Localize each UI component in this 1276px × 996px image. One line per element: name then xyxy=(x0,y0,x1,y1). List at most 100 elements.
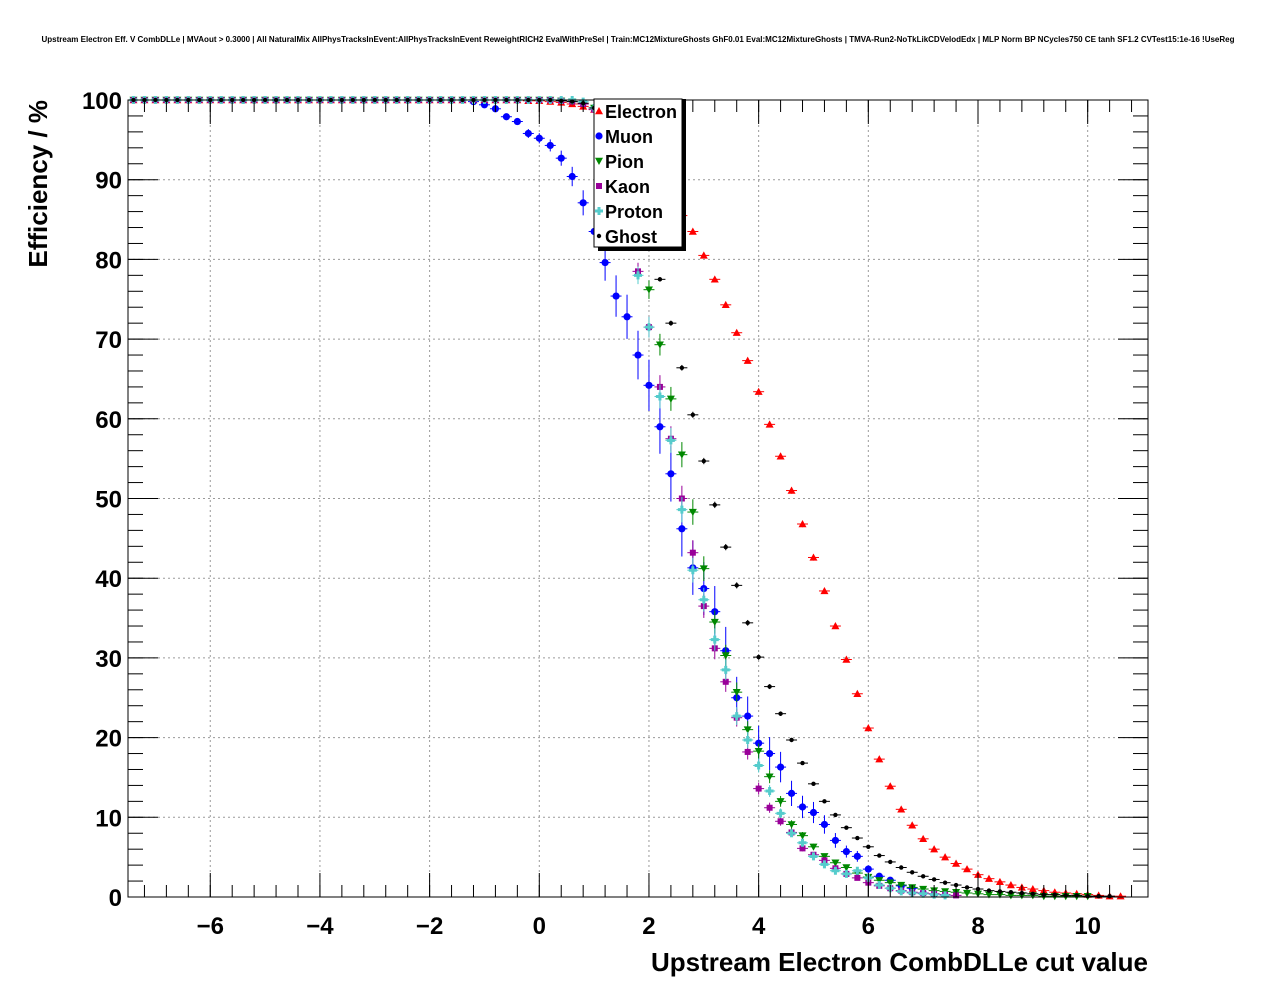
data-point xyxy=(809,808,818,817)
data-point xyxy=(743,735,752,744)
data-point xyxy=(1116,892,1125,900)
data-point xyxy=(842,864,851,872)
data-point xyxy=(634,351,642,359)
data-point xyxy=(831,836,840,845)
data-point xyxy=(743,726,752,734)
chart-title: Upstream Electron Eff. V CombDLLe | MVAo… xyxy=(41,35,1235,44)
data-point xyxy=(732,328,741,336)
x-tick-label: −6 xyxy=(197,913,224,940)
data-point xyxy=(776,798,785,806)
data-point xyxy=(1008,890,1014,895)
data-point xyxy=(657,277,663,282)
data-point xyxy=(722,678,729,685)
legend-label: Pion xyxy=(605,152,644,172)
y-axis-label: Efficiency / % xyxy=(23,100,53,268)
legend-label: Proton xyxy=(605,202,663,222)
data-point xyxy=(601,258,609,267)
data-point xyxy=(710,275,719,283)
data-point xyxy=(831,859,840,867)
data-point xyxy=(809,852,818,861)
x-tick-label: 6 xyxy=(862,913,875,940)
x-tick-label: −2 xyxy=(416,913,443,940)
y-tick-label: 30 xyxy=(95,646,122,673)
x-tick-label: 4 xyxy=(752,913,766,940)
data-point xyxy=(1006,881,1015,889)
data-point xyxy=(710,635,719,644)
data-point xyxy=(886,879,895,887)
data-point xyxy=(754,761,763,770)
data-point xyxy=(688,508,697,517)
data-point xyxy=(678,525,686,533)
data-point xyxy=(535,134,543,142)
legend-label: Ghost xyxy=(605,227,657,247)
legend-item-muon: Muon xyxy=(595,127,653,147)
data-point xyxy=(919,885,928,894)
data-point xyxy=(820,860,829,869)
data-point xyxy=(919,889,928,898)
legend-label: Kaon xyxy=(605,177,650,197)
y-tick-label: 60 xyxy=(95,407,122,434)
legend-marker xyxy=(595,107,603,115)
data-point xyxy=(655,392,664,401)
data-point xyxy=(811,781,816,787)
y-tick-label: 100 xyxy=(82,88,122,115)
data-point xyxy=(866,844,871,849)
data-point xyxy=(776,809,785,818)
data-point xyxy=(875,881,884,890)
legend-box xyxy=(593,98,683,248)
y-tick-label: 90 xyxy=(95,168,122,195)
data-point xyxy=(875,877,884,885)
data-point xyxy=(820,586,829,595)
data-point xyxy=(853,689,862,697)
legend-marker xyxy=(595,157,603,165)
data-point xyxy=(765,773,774,781)
data-point xyxy=(942,880,948,885)
data-point xyxy=(568,172,576,181)
data-point xyxy=(919,834,928,843)
data-point xyxy=(765,786,774,795)
data-point xyxy=(941,853,950,861)
data-point xyxy=(677,451,686,459)
y-tick-label: 10 xyxy=(95,805,122,832)
data-point xyxy=(930,845,939,853)
data-point xyxy=(844,825,849,830)
data-point xyxy=(986,888,992,893)
data-point xyxy=(721,300,730,309)
data-point xyxy=(699,251,708,259)
legend-label: Electron xyxy=(605,102,677,122)
data-point xyxy=(888,859,893,865)
data-point xyxy=(699,595,708,604)
data-point xyxy=(798,803,807,811)
y-tick-label: 70 xyxy=(95,327,122,354)
legend-item-ghost: Ghost xyxy=(596,227,657,247)
data-point xyxy=(897,805,906,813)
y-tick-label: 0 xyxy=(109,885,122,912)
data-point xyxy=(809,843,818,851)
legend-item-kaon: Kaon xyxy=(596,177,650,197)
data-point xyxy=(645,381,653,389)
legend-label: Muon xyxy=(605,127,653,147)
data-point xyxy=(787,821,796,829)
data-point xyxy=(777,818,784,825)
data-point xyxy=(634,271,642,280)
data-point xyxy=(798,838,807,847)
data-point xyxy=(689,549,696,556)
y-tick-label: 40 xyxy=(95,566,122,593)
data-point xyxy=(765,420,774,428)
data-point xyxy=(623,313,631,321)
data-point xyxy=(875,755,884,763)
data-point xyxy=(666,395,675,403)
data-point xyxy=(798,520,807,528)
data-point xyxy=(842,847,850,856)
data-point xyxy=(909,870,915,875)
data-point xyxy=(656,423,664,431)
data-point xyxy=(886,782,895,790)
data-point xyxy=(701,458,707,464)
data-point xyxy=(754,747,763,756)
data-point xyxy=(688,227,697,235)
data-point xyxy=(679,365,685,370)
data-point xyxy=(666,436,675,445)
data-point xyxy=(822,799,827,804)
legend-item-pion: Pion xyxy=(595,152,644,172)
